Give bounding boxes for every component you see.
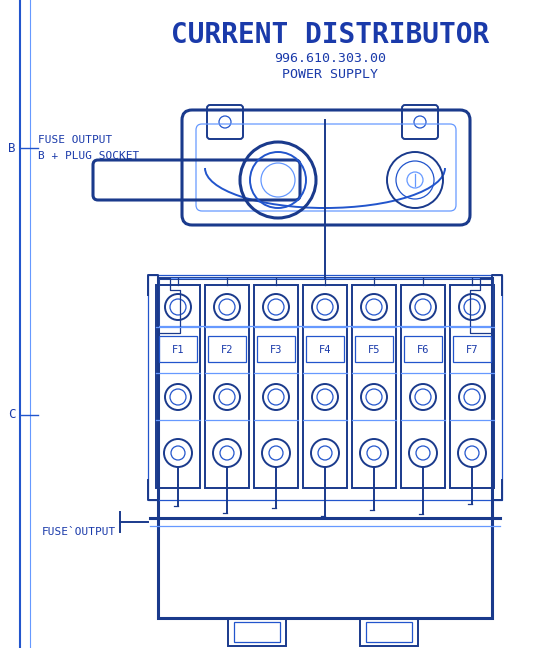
Bar <box>303 285 347 488</box>
Text: F7: F7 <box>466 345 478 355</box>
Text: POWER SUPPLY: POWER SUPPLY <box>282 69 378 82</box>
Text: F5: F5 <box>368 345 380 355</box>
Bar <box>228 618 286 646</box>
Text: FUSE`OUTPUT: FUSE`OUTPUT <box>42 527 116 537</box>
Bar <box>453 336 491 362</box>
Bar <box>360 618 418 646</box>
Bar <box>404 336 442 362</box>
Text: F4: F4 <box>319 345 331 355</box>
Text: F3: F3 <box>270 345 282 355</box>
Text: FUSE OUTPUT: FUSE OUTPUT <box>38 135 112 145</box>
Bar <box>158 278 492 326</box>
Bar <box>148 275 502 500</box>
Text: B + PLUG SOCKET: B + PLUG SOCKET <box>38 151 140 161</box>
Text: CURRENT DISTRIBUTOR: CURRENT DISTRIBUTOR <box>171 21 489 49</box>
Text: F2: F2 <box>221 345 233 355</box>
Bar <box>158 278 492 618</box>
Bar <box>355 336 393 362</box>
Bar <box>254 285 298 488</box>
Bar <box>257 336 295 362</box>
Bar <box>208 336 246 362</box>
Bar <box>450 285 494 488</box>
Bar <box>159 336 197 362</box>
Bar <box>401 285 445 488</box>
Text: F6: F6 <box>417 345 429 355</box>
Bar <box>352 285 396 488</box>
Bar <box>366 622 412 642</box>
Text: 996.610.303.00: 996.610.303.00 <box>274 51 386 65</box>
Bar <box>306 336 344 362</box>
Text: B: B <box>8 141 16 154</box>
Text: C: C <box>8 408 16 421</box>
Bar <box>205 285 249 488</box>
Bar <box>156 285 200 488</box>
Text: F1: F1 <box>172 345 184 355</box>
Bar <box>234 622 280 642</box>
